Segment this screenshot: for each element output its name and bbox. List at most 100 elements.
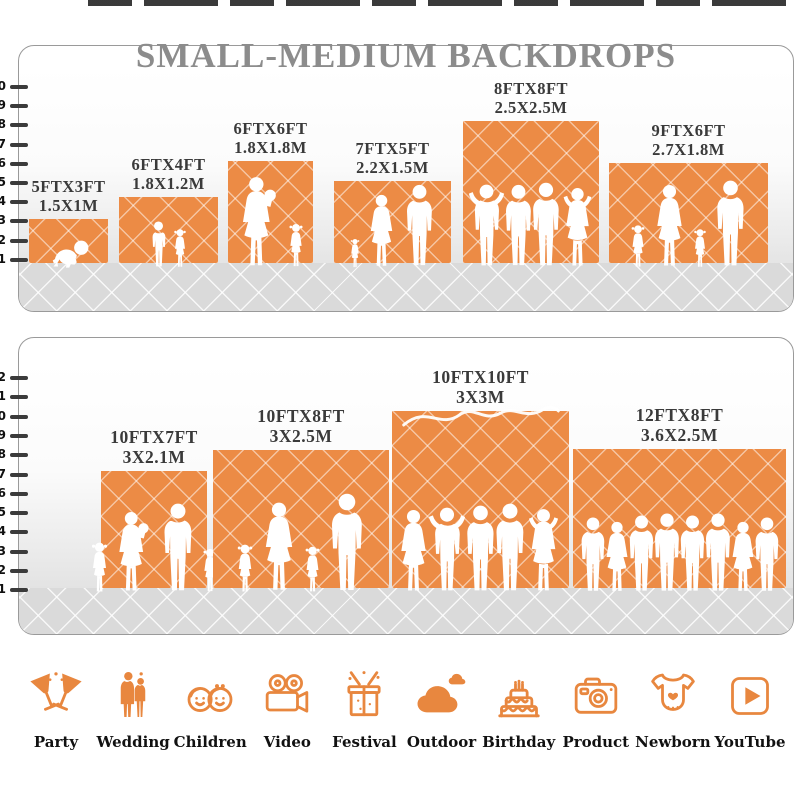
category-row: Party Wedding	[0, 658, 800, 778]
page-title: SMALL-MEDIUM BACKDROPS	[135, 36, 677, 75]
category-label: Birthday	[482, 733, 556, 751]
silhouette-group	[384, 503, 577, 593]
backdrop-6x4ft: 6FTX4FT 1.8X1.2M	[119, 156, 218, 267]
category-outdoor: Outdoor	[406, 658, 478, 778]
newborn-icon	[651, 673, 695, 711]
category-label: Product	[562, 733, 630, 751]
ruler-number: 4	[0, 524, 6, 539]
size-label: 5FTX3FT 1.5X1M	[31, 178, 105, 216]
silhouette-group	[455, 182, 607, 268]
silhouette-group	[326, 184, 459, 268]
size-label-m: 2.7X1.8M	[652, 140, 725, 160]
ruler-tick	[10, 181, 28, 185]
ruler-number: 12	[0, 370, 6, 384]
ruler-tick	[10, 104, 28, 109]
category-label: Video	[263, 733, 311, 751]
panel-small-medium: SMALL-MEDIUM BACKDROPS 5FTX3FT 1.5X1M 6F…	[0, 36, 794, 312]
ruler-number: 2	[0, 232, 6, 247]
silhouette-girl	[237, 544, 252, 592]
ruler-number: 3	[0, 543, 6, 558]
ruler-number: 9	[0, 427, 6, 442]
size-label-m: 2.2X1.5M	[356, 158, 429, 178]
floor	[19, 588, 793, 634]
size-label: 6FTX4FT 1.8X1.2M	[131, 156, 205, 194]
category-children: Children	[173, 658, 247, 778]
silhouette-girl	[288, 223, 303, 267]
size-label: 10FTX7FT 3X2.1M	[110, 427, 198, 468]
category-label: Festival	[332, 733, 397, 751]
festival-icon	[347, 671, 382, 717]
category-birthday: Birthday	[482, 658, 556, 778]
category-label: Outdoor	[406, 733, 477, 751]
ruler-tick	[10, 142, 28, 147]
backdrop-7x5ft: 7FTX5FT 2.2X1.5M	[334, 140, 451, 268]
ruler-tick	[10, 376, 28, 380]
size-label: 10FTX8FT 3X2.5M	[257, 406, 345, 447]
size-label-ft: 9FTX6FT	[651, 121, 726, 141]
size-label-m: 3X2.5M	[269, 426, 333, 447]
ruler-number: 8	[0, 447, 6, 462]
silhouette-man	[406, 184, 432, 266]
ruler-number: 9	[0, 98, 6, 113]
ruler-tick	[10, 588, 28, 593]
children-icon	[187, 684, 233, 712]
silhouette-group	[565, 513, 794, 593]
silhouette-woman	[370, 194, 392, 266]
category-label: Children	[173, 733, 247, 751]
silhouette-man	[164, 503, 192, 591]
ruler-tick	[10, 414, 28, 419]
backdrop-8x8ft: 8FTX8FT 2.5X2.5M	[463, 80, 599, 266]
outdoor-icon	[417, 673, 465, 713]
ruler-tick	[10, 549, 28, 554]
size-label: 8FTX8FT 2.5X2.5M	[494, 80, 568, 118]
silhouette-group	[111, 220, 226, 268]
size-label: 9FTX6FT 2.7X1.8M	[651, 122, 725, 160]
backdrop-10x8ft: 10FTX8FT 3X2.5M	[213, 406, 389, 592]
ruler-number: 1	[0, 582, 6, 597]
category-label: YouTube	[714, 733, 786, 751]
size-label-m: 1.8X1.8M	[234, 138, 307, 158]
silhouette-woman-up	[563, 188, 591, 266]
ruler-number: 6	[0, 485, 6, 500]
party-icon	[30, 672, 82, 711]
size-label: 12FTX8FT 3.6X2.5M	[635, 405, 724, 446]
silhouette-girl	[91, 542, 108, 592]
ruler-tick	[10, 85, 28, 89]
size-label-ft: 12FTX8FT	[635, 405, 724, 426]
category-label: Wedding	[96, 733, 170, 751]
size-label-ft: 10FTX7FT	[110, 427, 198, 448]
silhouette-girl	[350, 238, 359, 268]
category-party: Party	[20, 658, 92, 778]
silhouette-group	[91, 503, 217, 593]
silhouette-man	[716, 180, 744, 266]
category-video: Video	[251, 658, 323, 778]
ruler-tick	[10, 200, 28, 205]
size-label-ft: 7FTX5FT	[355, 139, 430, 159]
size-label-m: 3X2.1M	[122, 447, 186, 468]
category-youtube: YouTube	[714, 658, 786, 778]
ruler-number: 7	[0, 466, 6, 481]
silhouette-girl	[631, 225, 644, 267]
ruler-tick	[10, 530, 28, 535]
backdrop-10x10ft: 10FTX10FT 3X3M	[392, 367, 569, 591]
ruler-tick	[10, 511, 28, 516]
ruler-number: 6	[0, 155, 6, 170]
backdrop-6x6ft: 6FTX6FT 1.8X1.8M	[228, 120, 313, 267]
cropped-edge-artifact	[88, 0, 792, 6]
ruler-tick	[10, 453, 28, 458]
panel-medium-large: 10FTX7FT 3X2.1M 10FTX8FT 3X2.5M 10FTX10F…	[0, 337, 794, 635]
ruler-tick	[10, 472, 28, 477]
size-label: 10FTX10FT 3X3M	[432, 367, 529, 408]
size-label: 7FTX5FT 2.2X1.5M	[355, 140, 429, 178]
size-label-ft: 8FTX8FT	[493, 79, 569, 99]
silhouette-woman-up	[528, 509, 559, 591]
size-label-ft: 5FTX3FT	[31, 177, 106, 197]
size-label-ft: 10FTX10FT	[432, 367, 529, 388]
category-product: Product	[560, 658, 632, 778]
size-label-m: 3.6X2.5M	[641, 425, 718, 446]
silhouette-group	[220, 176, 321, 268]
floor	[19, 263, 793, 311]
silhouette-group	[601, 180, 776, 268]
ruler-number: 2	[0, 563, 6, 577]
